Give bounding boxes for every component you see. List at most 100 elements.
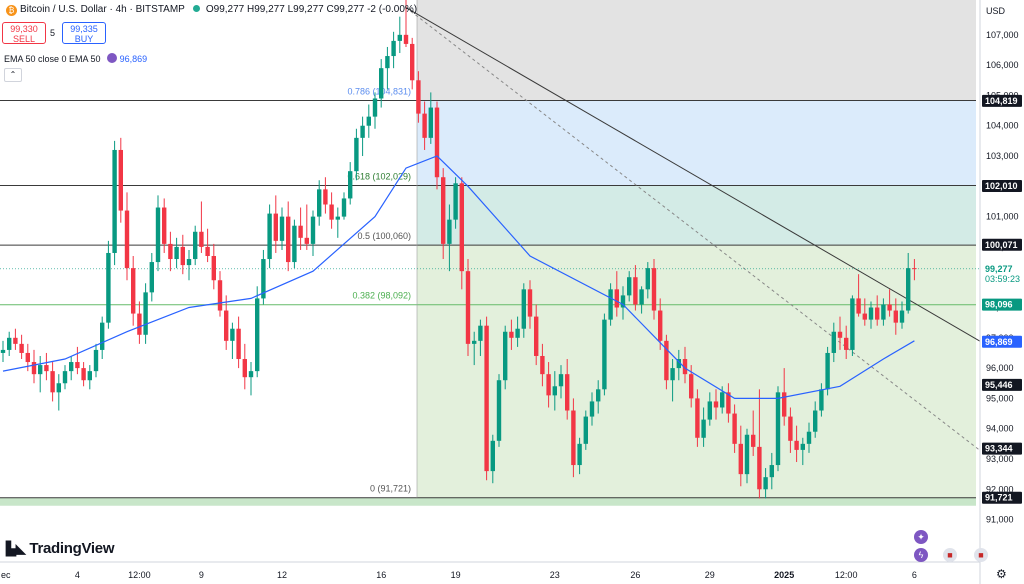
candle-body [651,268,657,311]
candle-body [304,237,309,244]
fib-zone-0 [417,0,976,101]
y-tick-label: 94,000 [986,424,1014,434]
descending-trendline [405,7,996,351]
candle-body [81,368,86,381]
symbol-legend[interactable]: ₿ Bitcoin / U.S. Dollar · 4h · BITSTAMP O9… [6,4,417,16]
y-tick-label: 107,000 [986,30,1019,40]
price-tag-label: 95,446 [985,380,1013,390]
price-tag-bg [982,262,1022,285]
gear-icon[interactable]: ⚙ [996,567,1007,581]
candle-body [583,416,588,444]
y-tick-label: 92,000 [986,484,1014,494]
fib-level-label: 0.618 (102,029) [347,171,411,181]
candle-body [546,374,551,396]
candle-body [217,280,223,311]
candle-body [428,107,433,138]
price-tag-label: 104,819 [985,96,1018,106]
buy-button[interactable]: 99,335 BUY [62,22,106,44]
sell-label: SELL [12,34,36,44]
candle-body [19,343,24,353]
candle-body [69,362,74,372]
x-tick-label: 23 [550,570,560,580]
candle-body [50,371,55,393]
collapse-legend-button[interactable]: ⌃ [4,68,22,82]
candle-body [837,331,843,338]
x-tick-label: 26 [630,570,640,580]
candle-body [899,310,905,323]
symbol-title: Bitcoin / U.S. Dollar · 4h · BITSTAMP [20,4,185,15]
candle-body [472,340,477,344]
candle-body [602,319,607,390]
indicator-legend[interactable]: EMA 50 close 0 EMA 50 96,869 [4,53,147,64]
price-tag-bg [982,442,1022,455]
y-tick-label: 103,000 [986,151,1019,161]
x-tick-label: 2025 [774,570,794,580]
candle-body [813,410,818,432]
candle-body [106,252,111,323]
price-tag-label: 99,277 [985,264,1013,274]
market-status-icon [192,5,200,12]
spread-value: 5 [50,28,56,38]
candle-body [534,316,539,356]
candle-body [149,262,154,293]
candle-body [242,359,247,378]
x-tick-label: 12:00 [128,570,151,580]
candle-body [707,401,712,420]
candle-body [577,443,582,466]
candle-body [664,340,669,381]
us-flag-icon-2[interactable]: ■ [974,548,988,562]
candle-body [447,219,452,244]
fib-base-band [0,497,976,506]
dashed-trendline [405,7,996,463]
candle-body [261,259,266,299]
candle-body [397,34,402,41]
candle-body [484,325,489,472]
candle-body [589,401,595,417]
candle-body [180,246,185,266]
price-tag-countdown: 03:59:23 [985,274,1020,284]
candle-body [503,331,508,381]
candle-body [893,310,898,323]
candle-body [360,125,365,138]
star-icon[interactable]: ✦ [914,530,928,544]
candle-body [478,325,483,341]
x-tick-label: ec [1,570,11,580]
candle-body [124,210,130,269]
tradingview-logo: ▙◣ TradingView [6,540,114,557]
candle-body [720,392,725,408]
price-tag-label: 91,721 [985,493,1013,503]
price-tag-bg [982,94,1022,107]
candle-body [56,383,61,393]
buy-price: 99,335 [70,24,98,34]
y-tick-label: 101,000 [986,212,1019,222]
candle-body [788,416,793,441]
flash-icon[interactable]: ϟ [914,548,928,562]
sell-button[interactable]: 99,330 SELL [2,22,46,44]
candle-body [639,289,644,305]
candle-body [912,268,917,270]
candle-body [726,392,731,414]
candle-body [782,392,787,417]
candle-body [682,359,688,375]
sell-price: 99,330 [10,24,38,34]
candle-body [75,362,80,369]
candle-body [236,328,241,360]
candle-body [658,310,663,341]
candle-body [186,259,192,266]
candle-body [627,277,632,296]
currency-label[interactable]: USD [986,6,1006,16]
candle-body [273,213,278,241]
x-tick-label: 29 [705,570,715,580]
candle-body [62,371,68,384]
us-flag-icon[interactable]: ■ [943,548,957,562]
candle-body [825,352,830,390]
bitcoin-icon: ₿ [6,5,17,16]
price-tag-bg [982,491,1022,504]
candle-body [701,419,706,438]
x-tick-label: 16 [376,570,386,580]
candle-body [465,271,471,344]
candle-body [118,149,123,211]
candle-body [831,331,836,353]
x-tick-label: 12 [277,570,287,580]
